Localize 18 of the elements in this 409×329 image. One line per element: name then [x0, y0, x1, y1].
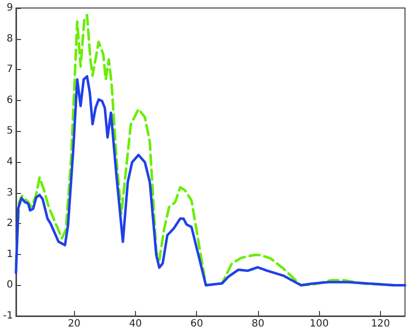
x-tick-label: 40	[129, 318, 142, 329]
x-tick-label: 100	[310, 318, 329, 329]
y-tick-label: -1	[2, 310, 13, 322]
y-tick-label: 2	[6, 218, 13, 230]
y-tick-label: 0	[6, 280, 13, 291]
y-tick-label: 5	[6, 126, 13, 137]
x-tick-label: 60	[190, 318, 204, 329]
y-tick-label: 1	[6, 248, 13, 260]
y-tick-label: 7	[6, 64, 13, 76]
x-tick-label: 20	[68, 318, 81, 329]
y-tick-label: 4	[6, 156, 13, 168]
y-tick-label: 8	[6, 33, 13, 44]
x-tick-label: 80	[252, 318, 264, 329]
x-tick-label: 120	[370, 318, 390, 329]
y-tick-label: 6	[6, 94, 13, 106]
line-series	[14, 75, 406, 286]
y-tick-label: 3	[6, 187, 13, 198]
y-tick-label: 9	[6, 2, 13, 14]
